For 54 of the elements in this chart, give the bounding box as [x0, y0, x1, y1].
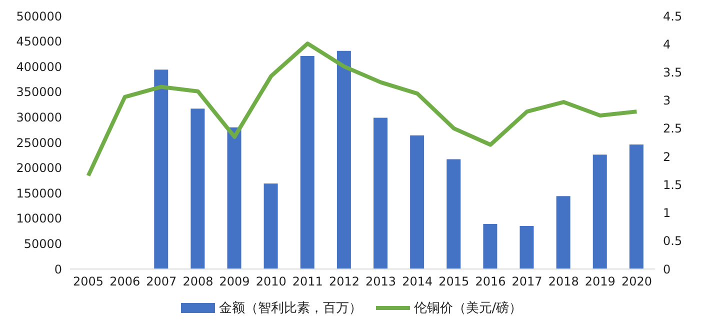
legend-label: 伦铜价（美元/磅）: [414, 300, 522, 317]
bar: [592, 154, 607, 269]
x-tick-label: 2005: [73, 274, 104, 289]
y2-tick-label: 1.5: [663, 178, 682, 192]
bar: [629, 144, 644, 269]
y2-tick-label: 4: [663, 37, 671, 52]
x-tick-label: 2007: [146, 274, 177, 289]
y-tick-label: 150000: [16, 186, 62, 200]
x-tick-label: 2006: [110, 274, 140, 289]
y-tick-label: 50000: [24, 236, 62, 251]
y2-tick-label: 2.5: [663, 122, 682, 136]
x-tick-label: 2013: [366, 274, 396, 289]
x-tick-label: 2009: [219, 274, 250, 289]
y2-tick-label: 2: [663, 150, 671, 164]
bar: [300, 56, 314, 269]
x-tick-label: 2016: [475, 274, 506, 289]
y2-tick-label: 1: [663, 206, 671, 220]
line-series: [86, 42, 639, 178]
bar: [556, 196, 570, 269]
y2-tick-label: 0.5: [663, 234, 682, 248]
x-tick-label: 2019: [584, 274, 616, 289]
y-tick-label: 350000: [16, 85, 62, 100]
y-tick-label: 250000: [16, 136, 62, 150]
x-tick-label: 2017: [512, 274, 542, 289]
bar: [227, 127, 242, 269]
y-tick-label: 0: [54, 262, 62, 276]
x-tick-label: 2010: [256, 274, 286, 289]
y-tick-label: 400000: [16, 60, 62, 74]
bar: [446, 159, 461, 269]
y2-tick-label: 3.5: [663, 65, 682, 80]
y2-tick-label: 3: [663, 94, 671, 108]
legend-label: 金额（智利比素，百万）: [218, 300, 362, 317]
x-tick-label: 2011: [292, 274, 323, 289]
y-tick-label: 300000: [16, 110, 62, 124]
bar: [520, 226, 534, 269]
bar: [336, 50, 351, 269]
x-tick-label: 2012: [328, 274, 360, 289]
bar: [190, 108, 205, 269]
y2-tick-label: 4.5: [663, 9, 682, 24]
x-tick-label: 2020: [621, 274, 652, 289]
x-tick-label: 2018: [548, 274, 579, 289]
y-tick-label: 450000: [16, 34, 62, 49]
bar: [374, 118, 388, 269]
y2-tick-label: 0: [663, 262, 671, 276]
y-tick-label: 200000: [16, 161, 62, 176]
bar: [483, 224, 498, 269]
y-tick-label: 100000: [16, 212, 62, 226]
bar: [264, 183, 278, 269]
bar: [410, 135, 424, 269]
y-tick-label: 500000: [16, 9, 62, 24]
bar: [154, 70, 168, 269]
x-tick-label: 2008: [182, 274, 214, 289]
x-tick-label: 2015: [438, 274, 470, 289]
x-tick-label: 2014: [402, 274, 433, 289]
